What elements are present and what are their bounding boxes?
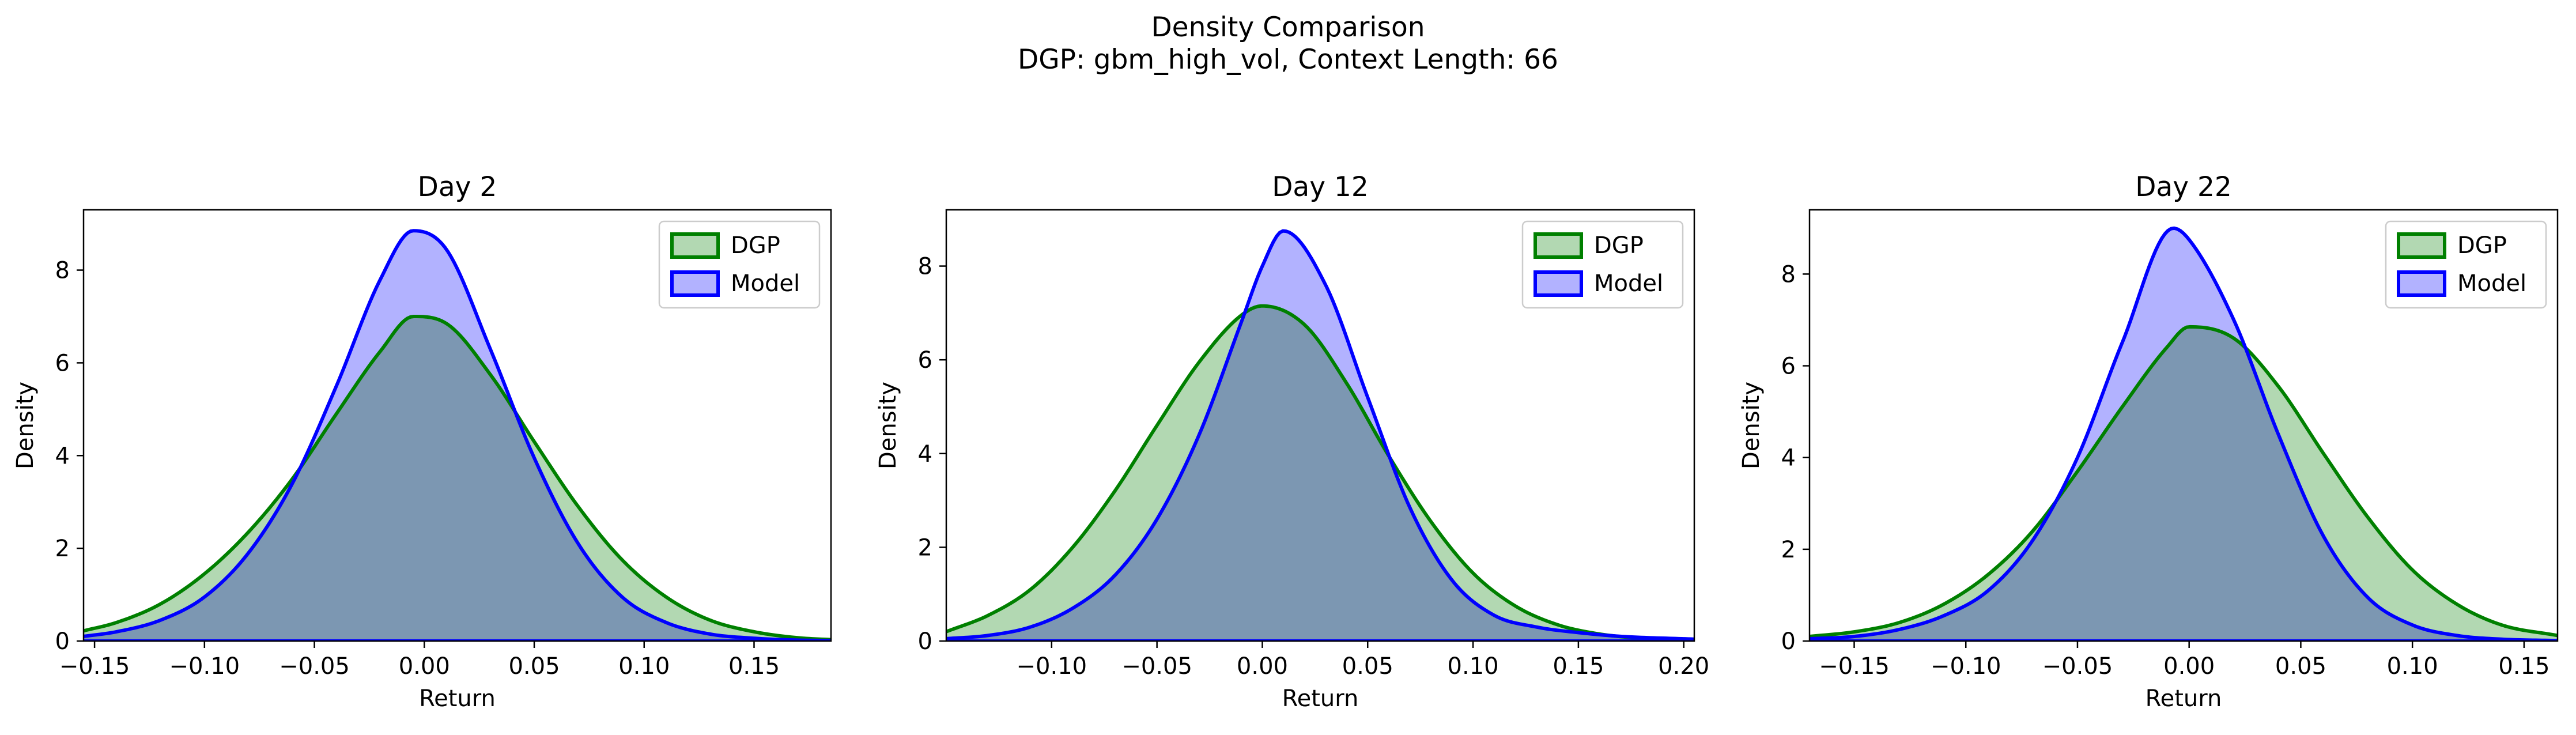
x-tick-label: 0.00 bbox=[1237, 653, 1288, 680]
x-tick-label: −0.10 bbox=[1017, 653, 1087, 680]
x-tick-label: 0.10 bbox=[1448, 653, 1499, 680]
legend-swatch-model bbox=[2397, 270, 2446, 297]
legend-swatch-dgp bbox=[2397, 232, 2446, 259]
x-tick-label: −0.10 bbox=[169, 653, 240, 680]
x-tick-label: −0.15 bbox=[1819, 653, 1890, 680]
subplot-day-12: −0.10 −0.05 0.00 0.05 0.10 0.15 0.20 0 2 4 6 8 Day 1… bbox=[875, 171, 1709, 712]
y-tick-label: 8 bbox=[55, 258, 70, 284]
density-fill-model bbox=[84, 231, 831, 641]
density-line-dgp bbox=[84, 314, 831, 641]
y-tick-label: 4 bbox=[1781, 445, 1796, 472]
x-tick-label: 0.10 bbox=[618, 653, 670, 680]
figure-title-line1: Density Comparison bbox=[1151, 12, 1425, 43]
legend-label-dgp: DGP bbox=[731, 232, 780, 259]
plot-area bbox=[84, 229, 831, 641]
density-fill-model bbox=[1810, 228, 2558, 641]
legend-label-dgp: DGP bbox=[1594, 232, 1644, 259]
legend-swatch-model bbox=[670, 270, 720, 297]
y-tick-label: 2 bbox=[1781, 537, 1796, 563]
y-tick-label: 6 bbox=[918, 347, 932, 374]
density-line-model bbox=[1810, 226, 2558, 641]
density-line-model bbox=[84, 229, 831, 641]
x-tick-label: 0.05 bbox=[2275, 653, 2326, 680]
y-axis-label: Density bbox=[875, 382, 901, 469]
x-tick-label: 0.20 bbox=[1658, 653, 1709, 680]
density-line-dgp bbox=[1810, 325, 2558, 639]
x-axis-label: Return bbox=[1282, 685, 1359, 712]
legend-label-model: Model bbox=[1594, 270, 1663, 297]
density-fill-model bbox=[946, 231, 1694, 641]
x-tick-label: 0.10 bbox=[2387, 653, 2438, 680]
x-tick-label: −0.05 bbox=[279, 653, 350, 680]
y-tick-label: 0 bbox=[918, 628, 932, 655]
y-tick-label: 6 bbox=[55, 350, 70, 376]
y-tick-label: 4 bbox=[918, 441, 932, 468]
legend-swatch-dgp bbox=[1533, 232, 1583, 259]
x-tick-label: 0.15 bbox=[728, 653, 780, 680]
x-tick-label: 0.15 bbox=[1553, 653, 1604, 680]
x-tick-label: 0.00 bbox=[2163, 653, 2215, 680]
legend-label-dgp: DGP bbox=[2457, 232, 2507, 259]
y-tick-label: 2 bbox=[918, 534, 932, 561]
y-tick-label: 2 bbox=[55, 536, 70, 562]
subplot-title: Day 12 bbox=[1272, 171, 1369, 203]
y-tick-label: 6 bbox=[1781, 353, 1796, 380]
subplot-day-22: −0.15 −0.10 −0.05 0.00 0.05 0.10 0.15 0 2 4 6 8 Day … bbox=[1738, 171, 2559, 712]
legend-label-model: Model bbox=[2457, 270, 2526, 297]
y-tick-label: 8 bbox=[1781, 261, 1796, 288]
y-tick-label: 0 bbox=[55, 628, 70, 655]
y-axis-label: Density bbox=[12, 382, 39, 469]
y-axis-label: Density bbox=[1738, 382, 1765, 469]
subplot-day-2: −0.15 −0.10 −0.05 0.00 0.05 0.10 0.15 0 2 4 6 8 Day … bbox=[12, 171, 832, 712]
legend: DGP Model bbox=[658, 220, 821, 309]
subplot-title: Day 2 bbox=[418, 171, 497, 203]
x-tick-label: 0.00 bbox=[399, 653, 450, 680]
x-axis-label: Return bbox=[2146, 685, 2222, 712]
x-tick-label: 0.05 bbox=[1342, 653, 1393, 680]
axes-frame bbox=[1808, 209, 2559, 642]
x-tick-label: −0.05 bbox=[1121, 653, 1192, 680]
y-tick-label: 4 bbox=[55, 443, 70, 469]
density-line-model bbox=[946, 229, 1694, 641]
x-axis-label: Return bbox=[419, 685, 496, 712]
legend-label-model: Model bbox=[731, 270, 800, 297]
y-tick-label: 0 bbox=[1781, 628, 1796, 655]
legend-swatch-dgp bbox=[670, 232, 720, 259]
x-tick-label: 0.15 bbox=[2498, 653, 2549, 680]
x-tick-label: 0.05 bbox=[508, 653, 560, 680]
figure-title-line2: DGP: gbm_high_vol, Context Length: 66 bbox=[1018, 44, 1558, 76]
subplot-title: Day 22 bbox=[2135, 171, 2232, 203]
x-tick-label: −0.15 bbox=[59, 653, 130, 680]
legend: DGP Model bbox=[2385, 220, 2547, 309]
figure-title: Density Comparison DGP: gbm_high_vol, Co… bbox=[0, 12, 2576, 76]
axes-frame bbox=[945, 209, 1695, 642]
legend-swatch-model bbox=[1533, 270, 1583, 297]
plot-area bbox=[1810, 226, 2558, 641]
legend: DGP Model bbox=[1521, 220, 1684, 309]
x-tick-label: −0.05 bbox=[2042, 653, 2113, 680]
axes-frame bbox=[82, 209, 832, 642]
y-tick-label: 8 bbox=[918, 254, 932, 280]
density-line-dgp bbox=[946, 304, 1694, 641]
plot-area bbox=[946, 229, 1694, 641]
x-tick-label: −0.10 bbox=[1931, 653, 2001, 680]
